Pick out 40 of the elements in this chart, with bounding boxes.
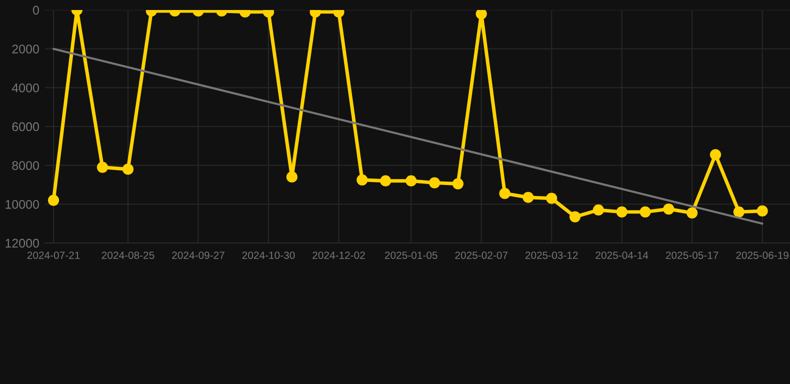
point [96,162,108,173]
point [592,204,604,216]
y-tick-label: 2000 [12,44,39,54]
point [663,203,674,215]
y-tick-label: 10000 [6,200,39,209]
y-tick-label: 12000 [6,238,39,248]
y-tick-label: 4000 [12,83,39,92]
point [756,205,768,217]
y-tick-label: 8000 [12,161,39,170]
point [499,188,510,200]
point [122,164,134,175]
x-tick-label: 2025-03-12 [525,252,578,259]
point [686,207,698,218]
x-tick-label: 2024-07-21 [27,252,80,259]
x-tick-label: 2024-10-30 [242,252,295,259]
point [733,206,744,218]
point [452,178,464,190]
point [286,171,298,183]
x-tick-label: 2025-04-14 [596,252,648,259]
point [546,192,558,204]
point [710,149,722,160]
point [640,206,651,218]
x-tick-label: 2024-12-02 [312,252,365,259]
point [48,194,60,206]
x-tick-label: 2025-02-07 [455,252,508,259]
x-tick-label: 2025-06-19 [736,252,788,259]
x-tick-label: 2024-08-25 [102,252,154,259]
point [569,211,581,222]
point [522,192,534,203]
point [476,10,487,20]
point [616,206,628,218]
x-tick-label: 2024-09-27 [172,252,224,259]
y-tick-label: 6000 [12,122,39,132]
x-tick-label: 2025-05-17 [666,252,718,259]
point [356,174,368,186]
point [406,175,417,186]
point [428,177,440,188]
x-tick-label: 2025-01-05 [385,252,438,259]
y-tick-label: 0 [32,6,39,15]
point [380,175,392,186]
